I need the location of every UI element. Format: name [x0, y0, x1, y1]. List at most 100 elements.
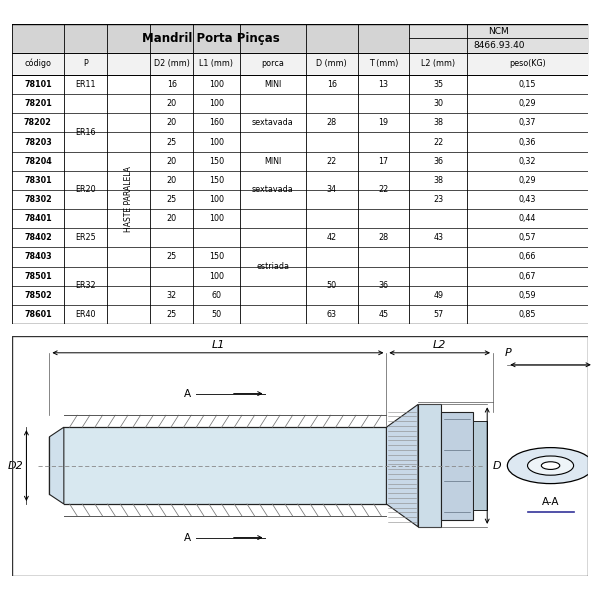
Text: 28: 28 — [326, 118, 337, 127]
Text: porca: porca — [261, 59, 284, 68]
Text: D: D — [493, 461, 502, 470]
Text: A: A — [184, 389, 191, 398]
Text: 20: 20 — [167, 99, 177, 108]
Text: 0,59: 0,59 — [519, 291, 536, 300]
Text: 0,57: 0,57 — [519, 233, 536, 242]
Text: 38: 38 — [433, 118, 443, 127]
Text: 78203: 78203 — [24, 137, 52, 146]
Text: 35: 35 — [433, 80, 443, 89]
Text: 20: 20 — [167, 214, 177, 223]
Polygon shape — [473, 421, 487, 510]
Text: 60: 60 — [211, 291, 221, 300]
Text: estriada: estriada — [256, 262, 289, 271]
Text: 78302: 78302 — [24, 195, 52, 204]
Text: 0,32: 0,32 — [519, 157, 536, 166]
Text: Mandril Porta Pinças: Mandril Porta Pinças — [142, 32, 280, 45]
Polygon shape — [386, 404, 418, 527]
Text: 20: 20 — [167, 118, 177, 127]
Text: 78204: 78204 — [24, 157, 52, 166]
Text: 150: 150 — [209, 157, 224, 166]
Text: MINI: MINI — [264, 157, 281, 166]
Text: NCM: NCM — [488, 26, 509, 35]
Text: L1 (mm): L1 (mm) — [199, 59, 233, 68]
Text: 50: 50 — [211, 310, 221, 319]
Text: 100: 100 — [209, 99, 224, 108]
Text: 22: 22 — [326, 157, 337, 166]
Text: 25: 25 — [167, 137, 177, 146]
Text: 36: 36 — [379, 281, 389, 290]
Text: 160: 160 — [209, 118, 224, 127]
Text: ER16: ER16 — [75, 128, 95, 137]
Text: ER32: ER32 — [75, 281, 96, 290]
Text: 0,43: 0,43 — [519, 195, 536, 204]
Text: 78502: 78502 — [24, 291, 52, 300]
Text: 22: 22 — [433, 137, 443, 146]
Text: 78101: 78101 — [24, 80, 52, 89]
Text: 16: 16 — [167, 80, 177, 89]
Polygon shape — [418, 404, 441, 527]
Text: 78301: 78301 — [24, 176, 52, 185]
Text: 78202: 78202 — [24, 118, 52, 127]
Text: D2 (mm): D2 (mm) — [154, 59, 190, 68]
Text: 34: 34 — [326, 185, 337, 194]
Text: T (mm): T (mm) — [369, 59, 398, 68]
Text: 36: 36 — [433, 157, 443, 166]
Text: 38: 38 — [433, 176, 443, 185]
Text: 20: 20 — [167, 176, 177, 185]
Text: 0,67: 0,67 — [519, 272, 536, 281]
Text: 0,29: 0,29 — [519, 99, 536, 108]
Text: 100: 100 — [209, 80, 224, 89]
Text: ER25: ER25 — [75, 233, 96, 242]
Circle shape — [527, 456, 574, 475]
Text: 49: 49 — [433, 291, 443, 300]
Text: 16: 16 — [326, 80, 337, 89]
Text: D (mm): D (mm) — [316, 59, 347, 68]
Text: 50: 50 — [326, 281, 337, 290]
Polygon shape — [441, 412, 473, 520]
Text: 13: 13 — [379, 80, 389, 89]
Text: 17: 17 — [379, 157, 389, 166]
Text: HASTE PARALELA: HASTE PARALELA — [124, 167, 133, 232]
Text: 0,85: 0,85 — [519, 310, 536, 319]
Text: 78402: 78402 — [24, 233, 52, 242]
Text: 0,15: 0,15 — [519, 80, 536, 89]
Text: 150: 150 — [209, 253, 224, 262]
Text: peso(KG): peso(KG) — [509, 59, 546, 68]
Text: 23: 23 — [433, 195, 443, 204]
Text: 0,66: 0,66 — [519, 253, 536, 262]
Text: P: P — [83, 59, 88, 68]
Text: 63: 63 — [326, 310, 337, 319]
Text: 22: 22 — [379, 185, 389, 194]
Circle shape — [541, 462, 560, 469]
Text: MINI: MINI — [264, 80, 281, 89]
Text: ER20: ER20 — [75, 185, 96, 194]
Text: L1: L1 — [211, 340, 224, 350]
Text: 100: 100 — [209, 195, 224, 204]
Text: sextavada: sextavada — [252, 118, 293, 127]
Polygon shape — [49, 427, 64, 504]
Text: L2: L2 — [433, 340, 446, 350]
Text: 100: 100 — [209, 272, 224, 281]
Text: 0,29: 0,29 — [519, 176, 536, 185]
Text: 0,36: 0,36 — [519, 137, 536, 146]
Text: 30: 30 — [433, 99, 443, 108]
Polygon shape — [64, 427, 386, 504]
Text: 25: 25 — [167, 310, 177, 319]
Text: 19: 19 — [379, 118, 389, 127]
Text: A-A: A-A — [542, 497, 559, 506]
Text: 0,44: 0,44 — [519, 214, 536, 223]
Text: 57: 57 — [433, 310, 443, 319]
Circle shape — [508, 448, 594, 484]
Text: 0,37: 0,37 — [519, 118, 536, 127]
Text: 78201: 78201 — [24, 99, 52, 108]
Text: 32: 32 — [167, 291, 177, 300]
Text: 100: 100 — [209, 214, 224, 223]
Text: 8466.93.40: 8466.93.40 — [473, 41, 524, 50]
Text: 25: 25 — [167, 195, 177, 204]
Text: 150: 150 — [209, 176, 224, 185]
Text: 78501: 78501 — [24, 272, 52, 281]
Text: 25: 25 — [167, 253, 177, 262]
Text: D2: D2 — [8, 461, 23, 470]
Text: 28: 28 — [379, 233, 389, 242]
Text: código: código — [25, 59, 52, 68]
